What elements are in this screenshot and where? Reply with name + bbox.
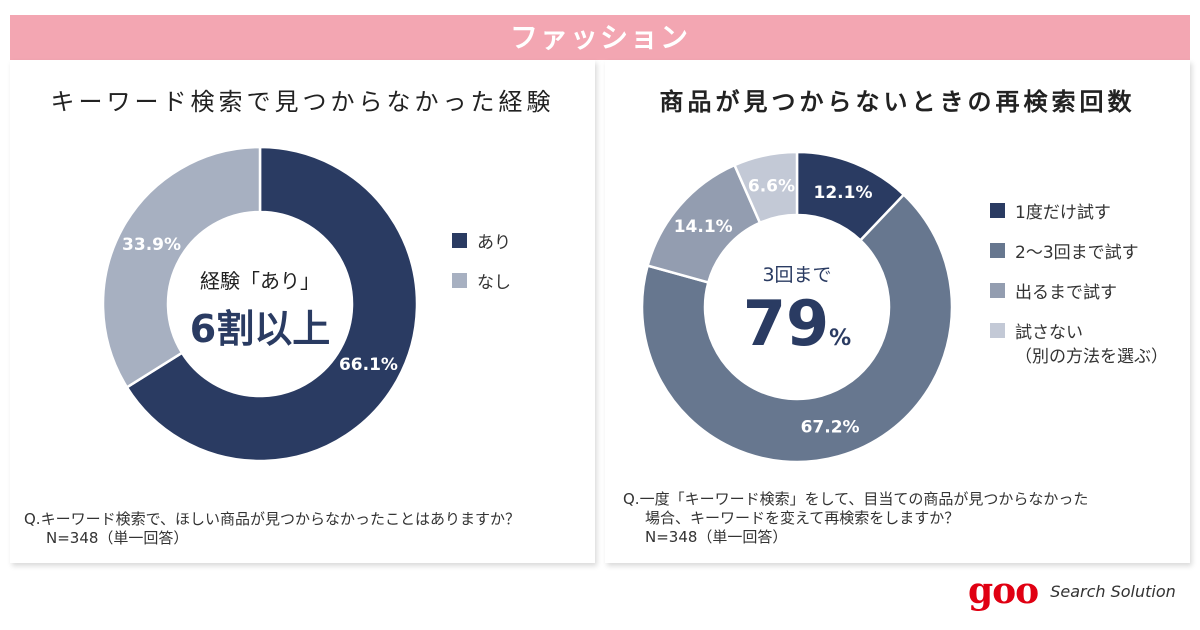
legend-label: あり [477,232,511,253]
data-label: 6.6% [748,177,795,197]
legend-swatch [990,202,1005,218]
legend-swatch [990,242,1005,258]
donut-slice [640,192,954,464]
donut-slice [125,145,419,463]
data-label: 67.2% [801,418,860,438]
legend-item: 1度だけ試す [990,190,1168,230]
donut-slice [732,150,799,225]
chart-title: 商品が見つからないときの再検索回数 [659,88,1136,116]
question-text: Q.一度「キーワード検索」をして、目当ての商品が見つからなかった 場合、キーワー… [623,490,1088,547]
legend-item: あり [452,220,511,260]
legend-label: 2～3回まで試す [1015,242,1139,263]
question-text: Q.キーワード検索で、ほしい商品が見つからなかったことはありますか？ N=348… [24,510,520,548]
donut-chart: 12.1% 67.2% 14.1% 6.6% [640,150,954,464]
center-line2: 6割以上 [189,307,331,351]
legend-label: なし [477,272,511,293]
chart-title: キーワード検索で見つからなかった経験 [50,88,555,116]
legend: 1度だけ試す 2～3回まで試す 出るまで試す 試さない （別の方法を選ぶ） [990,190,1168,367]
sample-size: N=348（単一回答） [645,528,788,546]
legend: あり なし [452,220,511,300]
data-label: 66.1% [339,355,398,375]
legend-item: 2～3回まで試す [990,230,1168,270]
legend-label: 試さない [1015,322,1083,343]
logo-tagline: Search Solution [1050,581,1176,601]
data-label: 14.1% [674,217,733,237]
question-line: Q.一度「キーワード検索」をして、目当ての商品が見つからなかった [623,490,1089,508]
legend-item: なし [452,260,511,300]
legend-swatch [452,232,467,248]
legend-swatch [452,272,467,288]
center-text: 3回まで 79% [722,260,872,360]
legend-label: 1度だけ試す [1015,202,1111,223]
question-line: Q.キーワード検索で、ほしい商品が見つからなかったことはありますか？ [24,510,520,528]
legend-swatch [990,322,1005,338]
chart-card-research: 商品が見つからないときの再検索回数 12.1% 67.2% 14.1% 6.6% 3回… [605,60,1190,563]
legend-sublabel: （別の方法を選ぶ） [1015,347,1168,367]
data-label: 33.9% [122,235,181,255]
legend-item: 出るまで試す [990,270,1168,310]
center-value: 79 [742,287,830,360]
question-line: 場合、キーワードを変えて再検索をしますか？ [645,509,960,527]
category-banner: ファッション [10,15,1190,60]
chart-card-experience: キーワード検索で見つからなかった経験 66.1% 33.9% 経験「あり」 6割以… [10,60,595,563]
center-text: 経験「あり」 6割以上 [180,265,340,353]
sample-size: N=348（単一回答） [46,529,189,547]
legend-item: 試さない [990,310,1168,350]
donut-slice [101,145,262,390]
center-line1: 3回まで [762,264,832,286]
logo-mark: goo [968,570,1039,612]
legend-label: 出るまで試す [1015,282,1117,303]
donut-chart: 66.1% 33.9% [101,145,419,463]
legend-swatch [990,282,1005,298]
data-label: 12.1% [814,183,873,203]
center-unit: % [829,326,852,351]
center-line1: 経験「あり」 [200,269,320,293]
goo-logo: goo Search Solution [968,570,1176,612]
